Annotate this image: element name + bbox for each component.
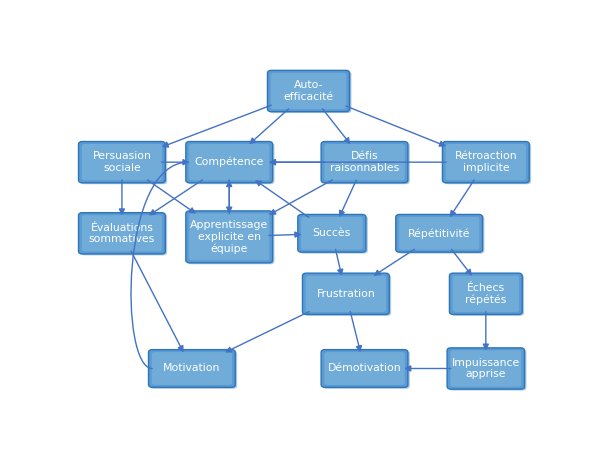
FancyBboxPatch shape <box>324 352 405 385</box>
FancyBboxPatch shape <box>324 144 405 180</box>
FancyBboxPatch shape <box>398 216 485 254</box>
FancyBboxPatch shape <box>188 213 275 264</box>
FancyBboxPatch shape <box>267 70 350 112</box>
FancyBboxPatch shape <box>399 217 479 249</box>
FancyBboxPatch shape <box>442 141 529 183</box>
Text: Répétitivité: Répétitivité <box>408 228 470 238</box>
Text: Compétence: Compétence <box>194 157 264 167</box>
FancyBboxPatch shape <box>301 217 362 249</box>
FancyBboxPatch shape <box>189 144 269 180</box>
Text: Démotivation: Démotivation <box>327 364 402 373</box>
FancyBboxPatch shape <box>81 214 167 255</box>
Text: Motivation: Motivation <box>163 364 220 373</box>
FancyBboxPatch shape <box>449 349 526 390</box>
FancyBboxPatch shape <box>188 143 275 184</box>
FancyBboxPatch shape <box>189 213 269 261</box>
Text: Frustration: Frustration <box>317 289 375 299</box>
FancyBboxPatch shape <box>302 273 389 315</box>
FancyBboxPatch shape <box>186 211 273 263</box>
FancyBboxPatch shape <box>447 348 524 389</box>
FancyBboxPatch shape <box>78 141 166 183</box>
FancyBboxPatch shape <box>271 73 346 109</box>
FancyBboxPatch shape <box>305 274 391 316</box>
Text: Défis
raisonnables: Défis raisonnables <box>330 152 399 173</box>
FancyBboxPatch shape <box>269 72 352 113</box>
FancyBboxPatch shape <box>150 351 237 389</box>
FancyBboxPatch shape <box>81 143 167 184</box>
FancyBboxPatch shape <box>450 350 521 387</box>
Text: Rétroaction
implicite: Rétroaction implicite <box>455 152 517 173</box>
FancyBboxPatch shape <box>396 214 483 252</box>
FancyBboxPatch shape <box>323 351 410 389</box>
Text: Auto-
efficacité: Auto- efficacité <box>284 80 334 102</box>
FancyBboxPatch shape <box>300 216 368 254</box>
Text: Succès: Succès <box>312 228 351 238</box>
FancyBboxPatch shape <box>186 141 273 183</box>
Text: Évaluations
sommatives: Évaluations sommatives <box>88 223 155 244</box>
FancyBboxPatch shape <box>321 141 408 183</box>
FancyBboxPatch shape <box>321 350 408 387</box>
FancyBboxPatch shape <box>82 215 162 251</box>
FancyBboxPatch shape <box>453 276 519 312</box>
Text: Impuissance
apprise: Impuissance apprise <box>452 358 520 379</box>
Text: Apprentissage
explicite en
équipe: Apprentissage explicite en équipe <box>190 220 268 254</box>
FancyBboxPatch shape <box>149 350 235 387</box>
FancyBboxPatch shape <box>452 274 524 316</box>
FancyBboxPatch shape <box>445 144 526 180</box>
FancyBboxPatch shape <box>78 213 166 254</box>
FancyBboxPatch shape <box>323 143 410 184</box>
Text: Persuasion
sociale: Persuasion sociale <box>93 152 151 173</box>
FancyBboxPatch shape <box>450 273 522 315</box>
FancyBboxPatch shape <box>152 352 232 385</box>
FancyBboxPatch shape <box>82 144 162 180</box>
FancyBboxPatch shape <box>306 276 386 312</box>
FancyArrowPatch shape <box>131 162 188 369</box>
FancyBboxPatch shape <box>298 214 366 252</box>
FancyBboxPatch shape <box>444 143 531 184</box>
Text: Échecs
répétés: Échecs répétés <box>465 283 506 305</box>
